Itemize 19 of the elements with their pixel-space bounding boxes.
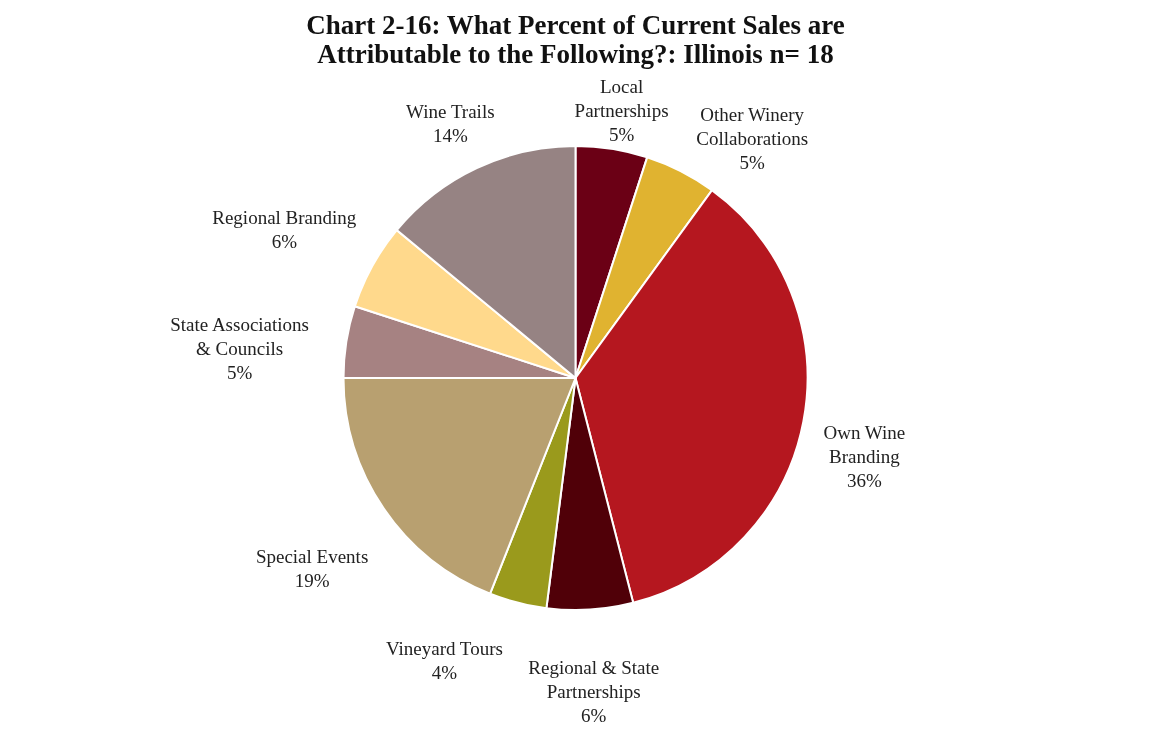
slice-label: Other Winery Collaborations	[696, 103, 809, 149]
data-label: 14%	[432, 125, 468, 147]
data-label: 4%	[431, 661, 458, 683]
slice-label: Vineyard Tours	[385, 637, 503, 659]
slice-label: Own Wine Branding	[823, 422, 906, 468]
chart-title: Chart 2-16: What Percent of Current Sales are Attributable to the Following?: Illinois n= 18	[306, 10, 845, 69]
slice-label: State Associations & Councils	[170, 313, 310, 359]
data-label: 19%	[294, 570, 330, 592]
data-label: 5%	[608, 124, 635, 146]
data-label: 6%	[581, 705, 607, 727]
data-label: 5%	[226, 361, 253, 383]
slice-label: Special Events	[255, 546, 369, 568]
data-label: 36%	[846, 470, 882, 492]
slice-label: Wine Trails	[406, 101, 495, 123]
slice-label: Regional & State Partnerships	[528, 657, 660, 703]
data-label: 6%	[271, 230, 298, 252]
slice-label: Regional Branding	[212, 206, 357, 228]
data-label: 5%	[739, 151, 765, 173]
slice-label: Local Partnerships	[574, 76, 669, 122]
